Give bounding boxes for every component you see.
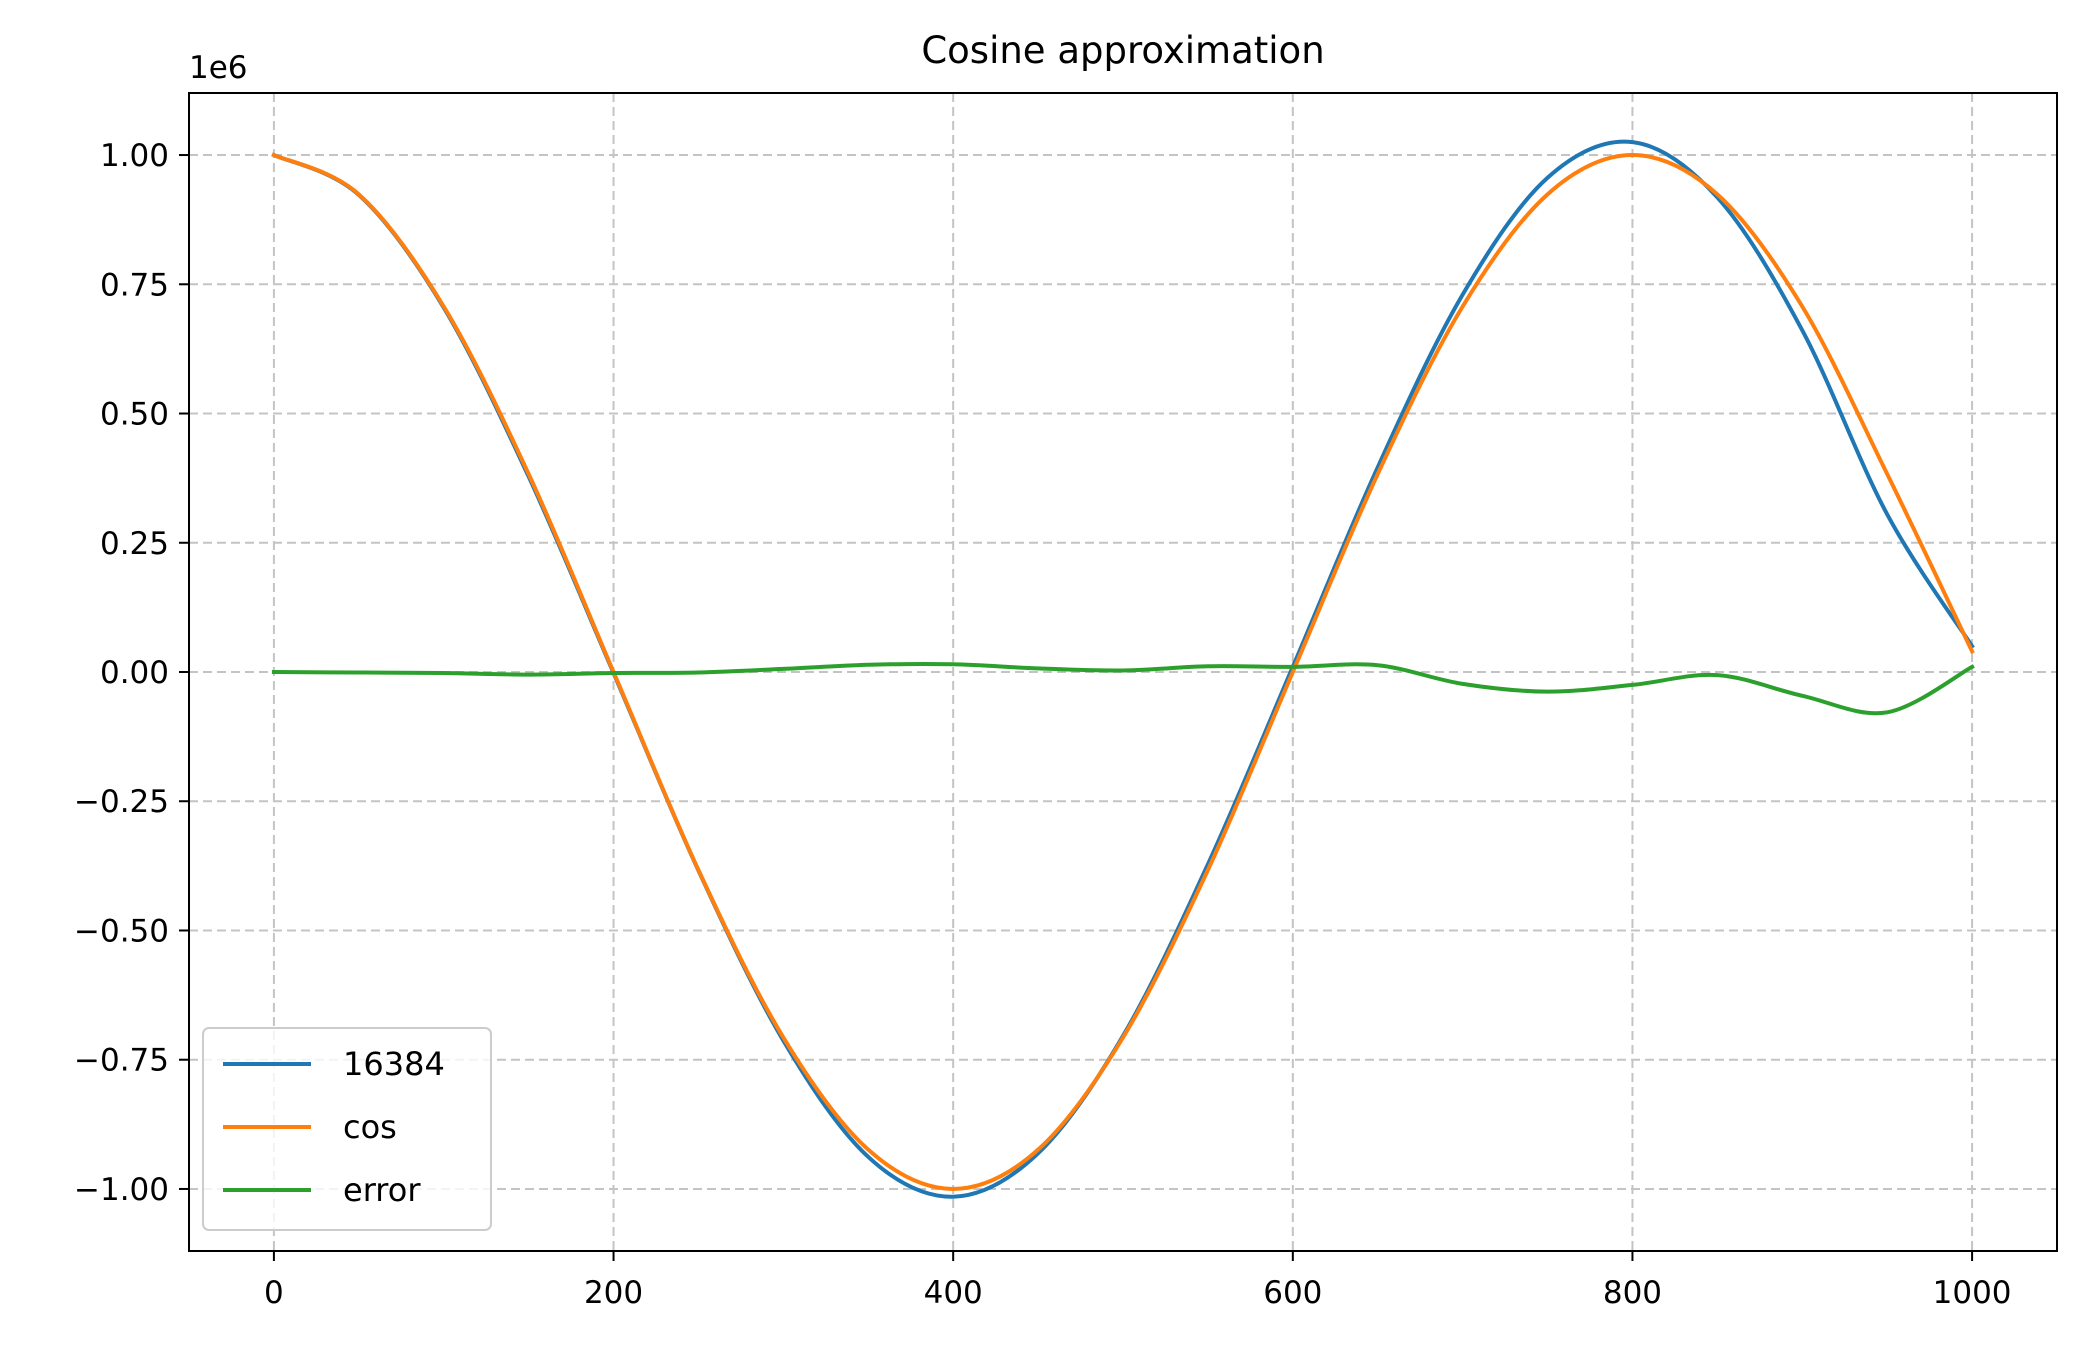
x-tick-label: 0 xyxy=(264,1275,284,1311)
series-lines xyxy=(271,139,1975,1199)
y-tick-label: 1.00 xyxy=(100,138,169,174)
x-tick-label: 1000 xyxy=(1933,1275,2012,1311)
y-tick-label: 0.50 xyxy=(100,397,169,433)
x-tick-label: 800 xyxy=(1603,1275,1662,1311)
y-tick-label: 0.25 xyxy=(100,526,169,562)
x-tick-label: 600 xyxy=(1263,1275,1322,1311)
x-tick-label: 400 xyxy=(924,1275,983,1311)
y-tick-label: −1.00 xyxy=(74,1172,169,1208)
y-tick-label: −0.25 xyxy=(74,784,169,820)
x-tick-label: 200 xyxy=(584,1275,643,1311)
legend-label-error: error xyxy=(343,1171,421,1209)
legend: 16384 cos error xyxy=(202,1027,492,1231)
series-line-cos xyxy=(271,152,1975,1191)
series-line-error xyxy=(271,661,1975,716)
axis-ticks: 0 200 400 600 800 1000 1.00 0.75 0.50 0.25 0.00 −0.… xyxy=(74,138,2012,1311)
y-tick-label: −0.75 xyxy=(74,1043,169,1079)
legend-box xyxy=(202,1027,492,1231)
y-tick-label: 0.00 xyxy=(100,655,169,691)
legend-label-cos: cos xyxy=(343,1108,397,1146)
y-tick-label: −0.50 xyxy=(74,913,169,949)
chart-title: Cosine approximation xyxy=(921,29,1324,72)
y-axis-offset-label: 1e6 xyxy=(189,50,248,86)
y-tick-label: 0.75 xyxy=(100,267,169,303)
legend-label-16384: 16384 xyxy=(343,1045,445,1083)
